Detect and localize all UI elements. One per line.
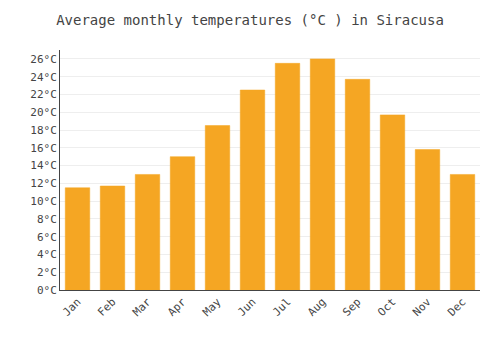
- svg-text:Feb: Feb: [95, 296, 118, 319]
- svg-text:Nov: Nov: [410, 295, 434, 319]
- svg-text:Dec: Dec: [445, 296, 468, 319]
- svg-text:Jul: Jul: [270, 296, 293, 319]
- svg-text:20°C: 20°C: [30, 106, 57, 119]
- svg-text:16°C: 16°C: [30, 142, 57, 155]
- svg-text:22°C: 22°C: [30, 88, 57, 101]
- svg-text:4°C: 4°C: [37, 248, 57, 261]
- svg-text:12°C: 12°C: [30, 177, 57, 190]
- svg-text:Aug: Aug: [305, 296, 328, 319]
- svg-text:8°C: 8°C: [37, 213, 57, 226]
- svg-text:18°C: 18°C: [30, 124, 57, 137]
- svg-text:6°C: 6°C: [37, 231, 57, 244]
- svg-text:26°C: 26°C: [30, 53, 57, 66]
- svg-text:0°C: 0°C: [37, 284, 57, 297]
- svg-text:May: May: [200, 295, 224, 319]
- svg-text:24°C: 24°C: [30, 71, 57, 84]
- svg-text:Mar: Mar: [130, 295, 154, 319]
- svg-text:10°C: 10°C: [30, 195, 57, 208]
- svg-text:Oct: Oct: [375, 296, 398, 319]
- svg-text:Average monthly temperatures (: Average monthly temperatures (°C ) in Si…: [56, 12, 444, 28]
- svg-text:Jan: Jan: [60, 296, 83, 319]
- svg-text:Jun: Jun: [235, 296, 258, 319]
- svg-text:2°C: 2°C: [37, 266, 57, 279]
- svg-text:Apr: Apr: [165, 295, 189, 319]
- svg-text:14°C: 14°C: [30, 159, 57, 172]
- svg-text:Sep: Sep: [340, 296, 363, 319]
